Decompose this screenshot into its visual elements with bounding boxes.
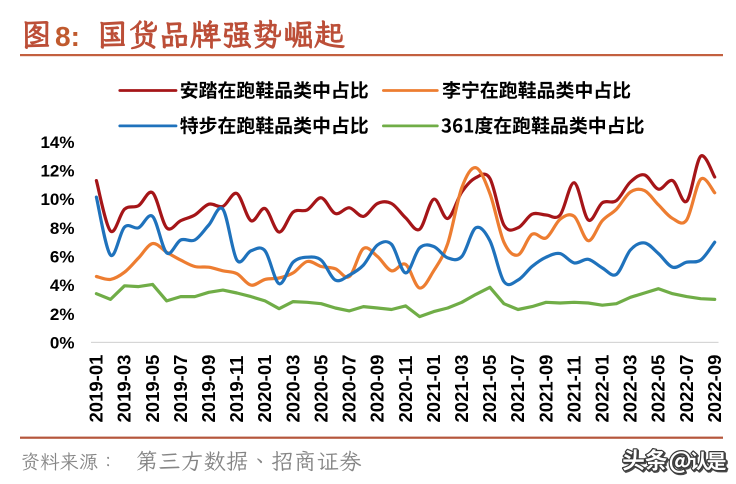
svg-text:10%: 10%	[40, 190, 74, 209]
svg-text:4%: 4%	[50, 276, 75, 295]
svg-text:2019-03: 2019-03	[114, 355, 135, 423]
svg-text:8%: 8%	[50, 219, 75, 238]
svg-text:2022-03: 2022-03	[620, 355, 641, 423]
svg-text:2019-07: 2019-07	[170, 355, 191, 423]
svg-text:14%: 14%	[40, 133, 74, 152]
svg-text:2021-11: 2021-11	[563, 356, 584, 423]
svg-text:2022-09: 2022-09	[704, 355, 725, 423]
svg-text:2020-05: 2020-05	[310, 355, 331, 423]
svg-text:2022-01: 2022-01	[592, 355, 613, 423]
svg-text:2021-03: 2021-03	[451, 355, 472, 423]
svg-text:2022-05: 2022-05	[648, 355, 669, 423]
svg-text:2022-07: 2022-07	[676, 355, 697, 423]
svg-text:2019-05: 2019-05	[142, 355, 163, 423]
svg-text:2020-09: 2020-09	[367, 355, 388, 423]
svg-text:2019-11: 2019-11	[226, 356, 247, 423]
svg-text:2021-05: 2021-05	[479, 355, 500, 423]
svg-text:6%: 6%	[50, 248, 75, 267]
svg-text:2%: 2%	[50, 305, 75, 324]
svg-text:2020-01: 2020-01	[254, 355, 275, 423]
svg-text:8:: 8:	[55, 21, 80, 52]
svg-text:2019-09: 2019-09	[198, 355, 219, 423]
svg-text:2021-07: 2021-07	[507, 355, 528, 423]
svg-text:2021-01: 2021-01	[423, 355, 444, 423]
svg-text:2020-03: 2020-03	[282, 355, 303, 423]
svg-text:12%: 12%	[40, 162, 74, 181]
svg-text:2021-09: 2021-09	[535, 355, 556, 423]
svg-text:2020-11: 2020-11	[395, 356, 416, 423]
svg-text:0%: 0%	[50, 333, 75, 352]
svg-text:2020-07: 2020-07	[339, 355, 360, 423]
svg-text:2019-01: 2019-01	[86, 355, 107, 423]
